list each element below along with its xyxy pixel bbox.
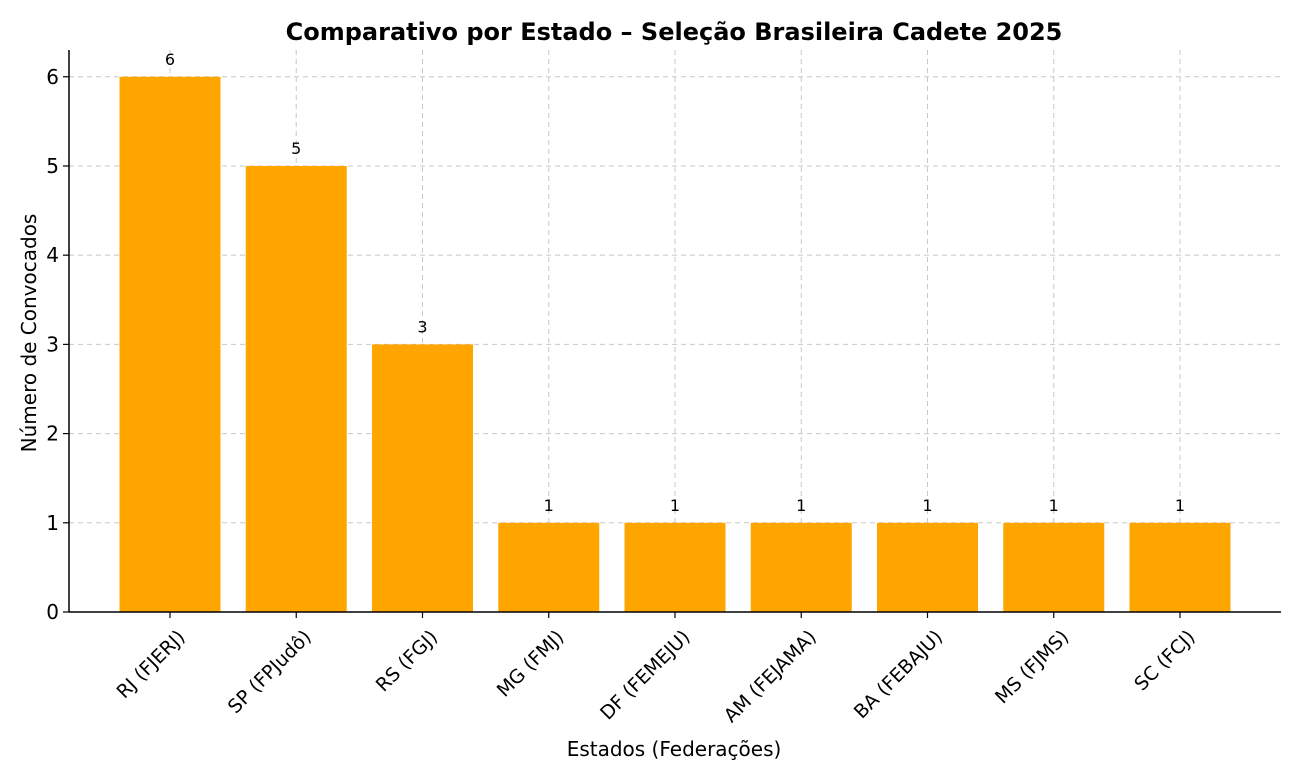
bar: [1129, 522, 1231, 612]
data-label: 1: [1049, 496, 1059, 515]
bar: [1003, 522, 1105, 612]
data-label: 1: [1175, 496, 1185, 515]
data-label: 1: [544, 496, 554, 515]
bar: [372, 344, 473, 612]
bar: [750, 522, 852, 612]
x-tick-label: SC (FCJ): [1130, 626, 1199, 695]
data-label: 1: [922, 496, 932, 515]
data-label: 6: [165, 50, 175, 69]
x-tick-label: MS (FJMS): [991, 626, 1073, 708]
y-tick-label: 3: [46, 332, 59, 356]
x-tick-label: AM (FEJAMA): [720, 626, 821, 727]
x-tick-label: MG (FMJ): [493, 626, 569, 702]
data-label: 1: [670, 496, 680, 515]
y-axis-label: Número de Convocados: [17, 214, 41, 453]
chart-title: Comparativo por Estado – Seleção Brasile…: [286, 18, 1063, 46]
data-label: 3: [417, 317, 427, 336]
y-tick-label: 5: [46, 154, 59, 178]
y-tick-label: 4: [46, 243, 59, 267]
bars: [119, 76, 1231, 612]
bar: [498, 522, 600, 612]
y-tick-label: 1: [46, 511, 59, 535]
bar: [624, 522, 726, 612]
x-tick-label: DF (FEMEJU): [596, 626, 694, 724]
y-tick-label: 2: [46, 422, 59, 446]
x-tick-label: SP (FPJudô): [224, 626, 316, 718]
data-label: 1: [796, 496, 806, 515]
y-tick-label: 0: [46, 600, 59, 624]
bar: [119, 76, 221, 612]
x-tick-label: RS (FGJ): [372, 626, 442, 696]
axes: [63, 50, 1281, 618]
data-label: 5: [291, 139, 301, 158]
y-tick-label: 6: [46, 65, 59, 89]
bar: [245, 165, 347, 612]
x-tick-label: RJ (FJERJ): [112, 626, 189, 703]
bar: [877, 522, 978, 612]
x-axis-label: Estados (Federações): [567, 737, 782, 761]
x-tick-label: BA (FEBAJU): [850, 626, 947, 723]
